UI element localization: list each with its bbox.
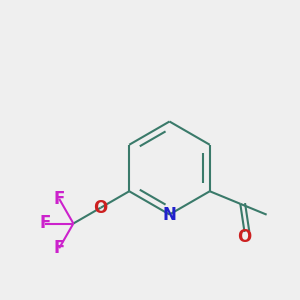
Text: F: F [53, 190, 65, 208]
Text: F: F [53, 239, 65, 257]
Text: F: F [39, 214, 51, 232]
Text: O: O [94, 199, 108, 217]
Text: O: O [237, 228, 252, 246]
Text: N: N [163, 206, 176, 224]
